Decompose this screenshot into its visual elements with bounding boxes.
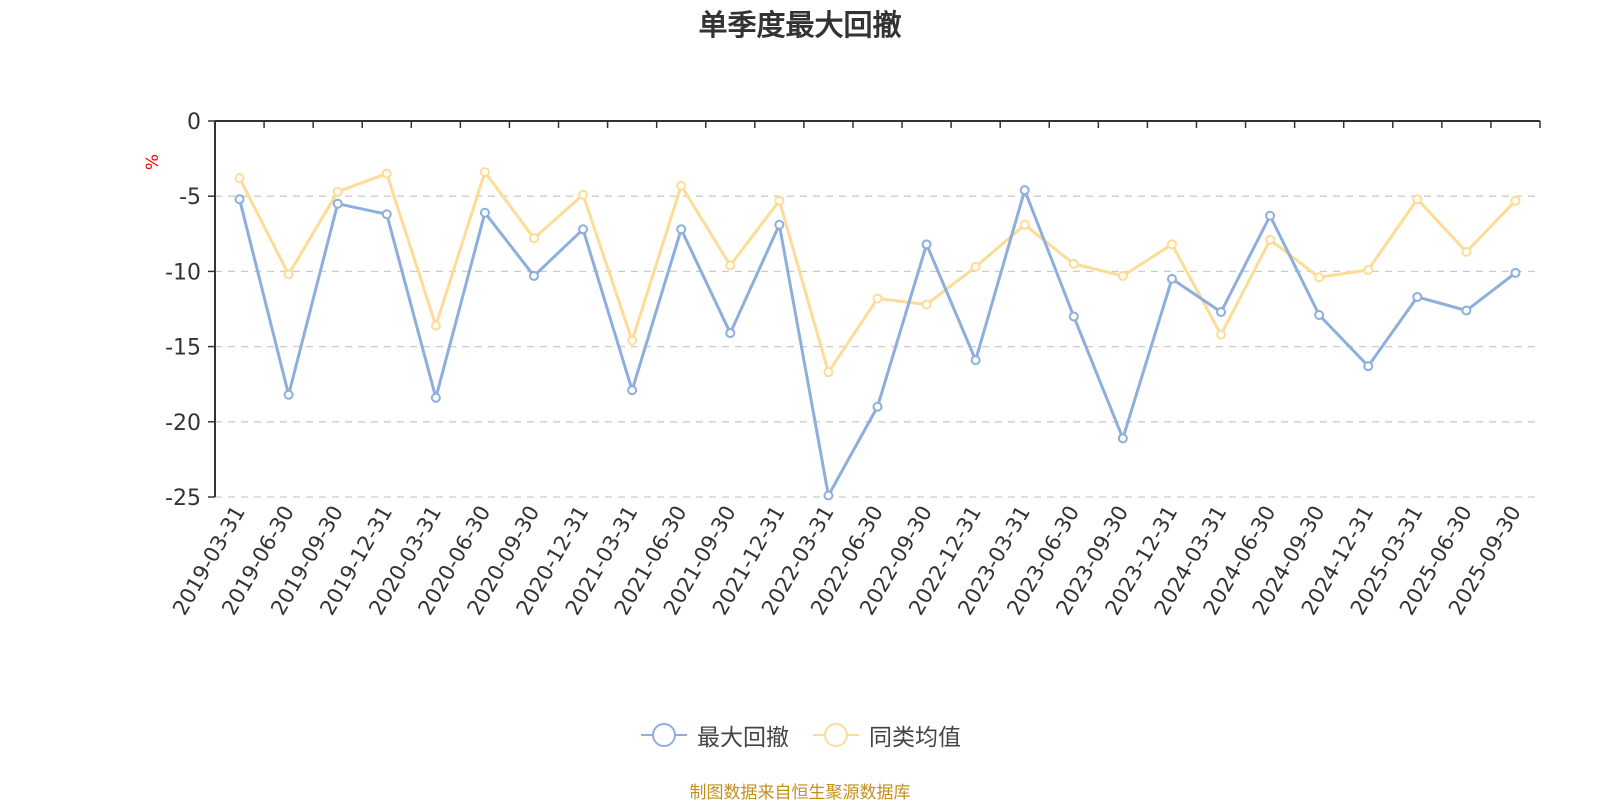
data-point-series-0[interactable]: [823, 490, 834, 501]
data-point-series-0[interactable]: [430, 392, 441, 403]
data-point-series-0[interactable]: [725, 328, 736, 339]
data-point-series-1[interactable]: [1117, 270, 1128, 281]
data-point-series-1[interactable]: [1510, 195, 1521, 206]
legend-item-max-drawdown[interactable]: 最大回撤: [639, 718, 789, 752]
data-point-series-0[interactable]: [872, 401, 883, 412]
axes: 0-5-10-15-20-252019-03-312019-06-302019-…: [165, 110, 1541, 619]
data-point-series-0[interactable]: [1019, 185, 1030, 196]
y-tick-label: -20: [165, 411, 201, 436]
data-point-series-0[interactable]: [1216, 307, 1227, 318]
grid-lines: [215, 195, 1540, 498]
data-point-series-0[interactable]: [283, 389, 294, 400]
data-point-series-0[interactable]: [1068, 311, 1079, 322]
data-point-series-0[interactable]: [970, 355, 981, 366]
data-point-series-1[interactable]: [627, 335, 638, 346]
data-point-series-0[interactable]: [627, 385, 638, 396]
data-point-series-1[interactable]: [283, 269, 294, 280]
data-point-series-0[interactable]: [1461, 305, 1472, 316]
data-point-series-0[interactable]: [332, 198, 343, 209]
data-point-series-0[interactable]: [1510, 267, 1521, 278]
data-point-series-1[interactable]: [1265, 234, 1276, 245]
data-point-series-1[interactable]: [872, 293, 883, 304]
data-point-series-0[interactable]: [1265, 210, 1276, 221]
data-point-series-1[interactable]: [1068, 258, 1079, 269]
data-point-series-0[interactable]: [1412, 291, 1423, 302]
data-point-series-1[interactable]: [1461, 246, 1472, 257]
series-line-0: [238, 188, 1517, 497]
data-point-series-0[interactable]: [528, 270, 539, 281]
y-axis-unit-label: %: [143, 154, 163, 170]
data-point-series-0[interactable]: [676, 224, 687, 235]
series-line-1: [238, 170, 1517, 374]
data-point-series-1[interactable]: [1412, 194, 1423, 205]
data-point-series-1[interactable]: [921, 299, 932, 310]
legend-label-max-drawdown: 最大回撤: [697, 725, 789, 751]
data-point-series-1[interactable]: [1216, 329, 1227, 340]
data-point-series-1[interactable]: [528, 233, 539, 244]
data-point-series-1[interactable]: [676, 180, 687, 191]
data-point-series-1[interactable]: [381, 168, 392, 179]
data-point-series-1[interactable]: [1363, 264, 1374, 275]
data-point-series-1[interactable]: [970, 261, 981, 272]
data-point-series-1[interactable]: [332, 186, 343, 197]
data-point-series-0[interactable]: [1117, 433, 1128, 444]
data-point-series-1[interactable]: [774, 195, 785, 206]
data-point-series-1[interactable]: [578, 189, 589, 200]
data-point-series-1[interactable]: [234, 173, 245, 184]
data-point-series-1[interactable]: [1166, 239, 1177, 250]
data-point-series-1[interactable]: [823, 367, 834, 378]
data-point-series-0[interactable]: [1166, 273, 1177, 284]
data-point-series-0[interactable]: [578, 224, 589, 235]
data-point-series-0[interactable]: [479, 207, 490, 218]
data-point-series-0[interactable]: [921, 239, 932, 250]
legend: 最大回撤 同类均值: [0, 718, 1600, 752]
y-tick-label: -5: [179, 185, 201, 210]
data-point-series-1[interactable]: [725, 260, 736, 271]
data-point-series-0[interactable]: [1363, 361, 1374, 372]
source-note: 制图数据来自恒生聚源数据库: [689, 783, 911, 803]
data-point-series-1[interactable]: [479, 167, 490, 178]
legend-label-peer-average: 同类均值: [869, 725, 961, 751]
chart-title: 单季度最大回撤: [698, 8, 902, 42]
data-point-series-0[interactable]: [381, 209, 392, 220]
y-tick-label: 0: [187, 110, 201, 135]
data-point-series-0[interactable]: [774, 219, 785, 230]
data-point-series-0[interactable]: [1314, 310, 1325, 321]
legend-item-peer-average[interactable]: 同类均值: [811, 718, 961, 752]
y-tick-label: -25: [165, 486, 201, 511]
data-point-series-1[interactable]: [430, 320, 441, 331]
series-lines: [234, 167, 1521, 501]
data-point-series-0[interactable]: [234, 194, 245, 205]
data-point-series-1[interactable]: [1019, 219, 1030, 230]
legend-swatch-peer-average-icon: [813, 723, 859, 747]
y-tick-label: -15: [165, 336, 201, 361]
legend-swatch-max-drawdown-icon: [641, 723, 687, 747]
y-tick-label: -10: [165, 260, 201, 285]
data-point-series-1[interactable]: [1314, 272, 1325, 283]
